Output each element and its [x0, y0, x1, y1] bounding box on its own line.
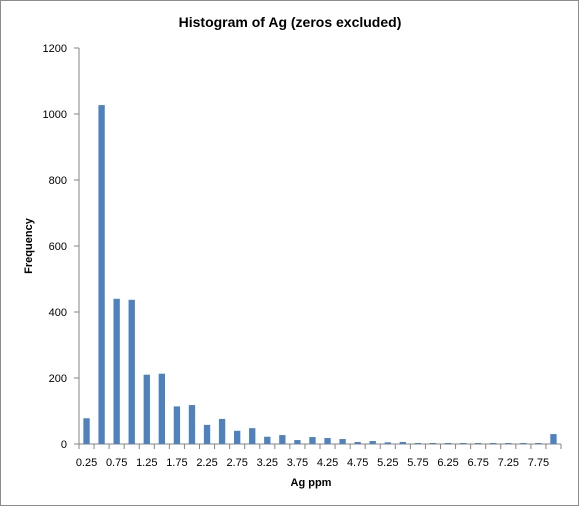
x-tick-label: 1.25: [136, 457, 157, 469]
histogram-bar: [309, 437, 316, 444]
x-tick-label: 5.25: [377, 457, 398, 469]
histogram-bar: [535, 443, 542, 444]
histogram-bar: [490, 443, 497, 444]
histogram-bar: [505, 443, 512, 444]
chart-title: Histogram of Ag (zeros excluded): [179, 14, 402, 30]
histogram-bar: [444, 443, 452, 444]
histogram-bar: [98, 105, 105, 444]
x-tick-label: 2.75: [226, 457, 247, 469]
histogram-bar: [203, 424, 211, 444]
histogram-bar: [339, 439, 346, 444]
histogram-bar: [158, 373, 166, 444]
x-tick-label: 2.25: [196, 457, 217, 469]
histogram-bar: [128, 299, 135, 444]
y-tick-label: 400: [49, 307, 67, 319]
histogram-bar: [249, 428, 256, 444]
histogram-bar: [188, 405, 196, 444]
x-tick-label: 6.75: [467, 457, 488, 469]
y-tick-label: 0: [61, 439, 67, 451]
x-tick-label: 5.75: [407, 457, 428, 469]
histogram-bar: [264, 436, 271, 444]
y-axis-title: Frequency: [23, 217, 35, 274]
x-tick-label: 0.75: [106, 457, 127, 469]
y-tick-label: 600: [49, 241, 67, 253]
histogram-bar: [218, 418, 226, 444]
histogram-bar: [113, 298, 120, 444]
bars-group: [83, 105, 557, 444]
histogram-bar: [354, 442, 361, 444]
x-tick-label: 7.75: [528, 457, 549, 469]
histogram-bar: [459, 443, 467, 444]
histogram-bar: [143, 374, 150, 444]
y-tick-label: 800: [49, 175, 67, 187]
x-tick-label: 1.75: [166, 457, 187, 469]
x-axis-ticks: 0.25 0.75 1.25 1.75 2.25 2.75 3.25 3.75 4.25 4.75…: [76, 444, 562, 469]
y-tick-label: 1000: [43, 109, 67, 121]
x-tick-label: 3.25: [257, 457, 278, 469]
x-tick-label: 0.25: [76, 457, 97, 469]
y-axis-ticks: 0 200 400 600 800 1000 1200: [43, 43, 79, 451]
x-axis-title: Ag ppm: [291, 477, 332, 489]
histogram-bar: [429, 443, 437, 444]
histogram-bar: [414, 443, 422, 444]
histogram-bar: [384, 442, 391, 444]
x-tick-label: 3.75: [287, 457, 308, 469]
histogram-bar: [369, 441, 376, 444]
x-tick-label: 4.75: [347, 457, 368, 469]
histogram-bar: [279, 435, 286, 444]
histogram-bar: [550, 434, 557, 444]
histogram-bar: [474, 443, 482, 444]
histogram-bar: [233, 430, 241, 444]
histogram-bar: [324, 438, 331, 444]
y-tick-label: 200: [49, 373, 67, 385]
histogram-bar: [399, 442, 407, 444]
histogram-bar: [294, 440, 301, 444]
x-tick-label: 4.25: [317, 457, 338, 469]
histogram-bar: [83, 418, 90, 444]
x-tick-label: 7.25: [498, 457, 519, 469]
histogram-bar: [520, 443, 527, 444]
y-tick-label: 1200: [43, 43, 67, 55]
histogram-bar: [173, 406, 181, 444]
x-tick-label: 6.25: [437, 457, 458, 469]
